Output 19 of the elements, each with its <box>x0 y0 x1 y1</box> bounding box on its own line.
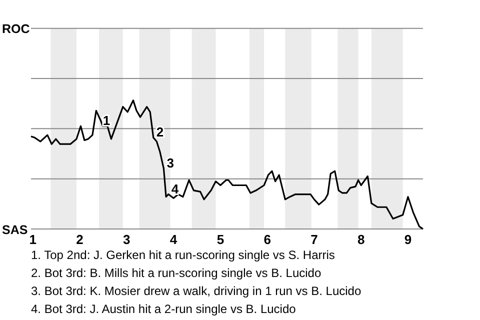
text: 3. Bot 3rd: K. Mosier drew a walk, driving in 1 run vs B. Lucido <box>31 284 362 298</box>
x-tick-label: 9 <box>404 232 412 247</box>
text: 4. Bot 3rd: J. Austin hit a 2-run single vs B. Lucido <box>31 302 296 316</box>
annotation: 3 <box>166 156 174 171</box>
annotation: 1 <box>102 113 110 128</box>
x-tick-label: 6 <box>264 232 271 247</box>
x-tick-label: 8 <box>357 232 365 247</box>
x-tick-label: 7 <box>310 232 318 247</box>
text: 2. Bot 3rd: B. Mills hit a run-scoring single vs B. Lucido <box>31 266 322 280</box>
x-tick-label: 2 <box>76 232 84 247</box>
x-tick-label: 5 <box>216 232 224 247</box>
x-tick-label: 1 <box>29 232 36 247</box>
x-tick-label: 4 <box>170 232 178 247</box>
annotation: 2 <box>156 124 164 140</box>
text: 1. Top 2nd: J. Gerken hit a run-scoring single vs S. Harris <box>31 248 335 262</box>
annotation: 4 <box>171 181 180 196</box>
x-tick-label: 3 <box>123 232 130 247</box>
text: SAS <box>2 223 28 237</box>
text: ROC <box>2 22 30 36</box>
